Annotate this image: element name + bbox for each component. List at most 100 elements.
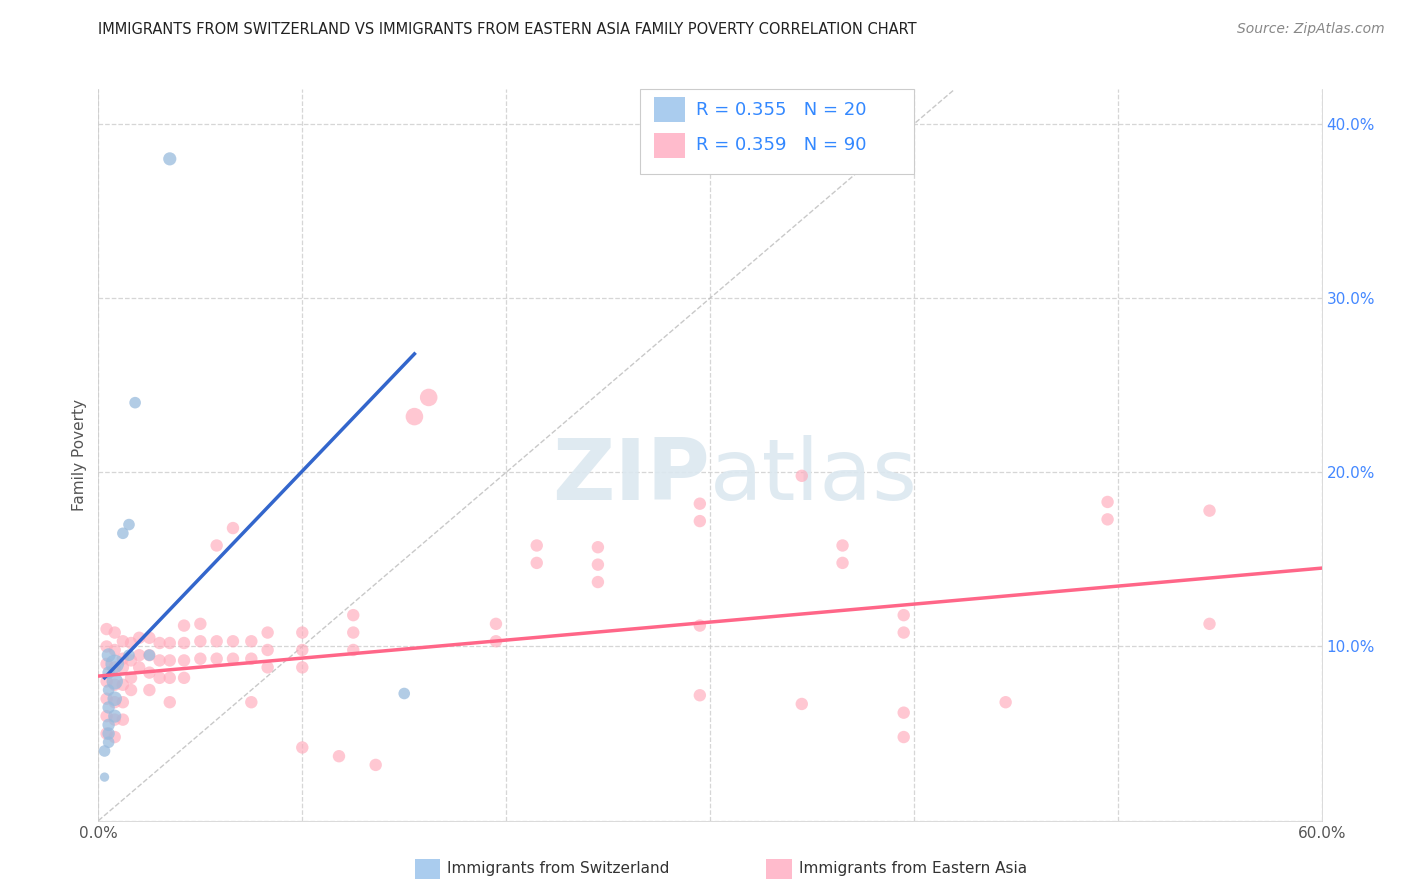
Point xyxy=(97,726,120,740)
Point xyxy=(138,683,160,698)
Point xyxy=(104,674,127,689)
Point xyxy=(97,735,120,749)
Point xyxy=(1097,512,1119,526)
Point xyxy=(291,625,314,640)
Point xyxy=(96,709,118,723)
Point xyxy=(256,625,278,640)
Point xyxy=(173,636,195,650)
Point xyxy=(149,653,172,667)
Point xyxy=(96,726,118,740)
Point xyxy=(104,709,127,723)
Point xyxy=(222,634,245,648)
Text: IMMIGRANTS FROM SWITZERLAND VS IMMIGRANTS FROM EASTERN ASIA FAMILY POVERTY CORRE: IMMIGRANTS FROM SWITZERLAND VS IMMIGRANT… xyxy=(98,22,917,37)
Point xyxy=(188,616,212,631)
Point xyxy=(526,556,548,570)
Point xyxy=(994,695,1017,709)
Point xyxy=(689,514,711,528)
Point xyxy=(111,695,134,709)
Point xyxy=(104,657,127,671)
Point xyxy=(111,660,134,674)
Point xyxy=(586,575,609,590)
Point xyxy=(111,634,134,648)
Point xyxy=(831,556,853,570)
Point xyxy=(364,758,387,772)
Point xyxy=(893,608,915,623)
Point xyxy=(128,648,150,663)
Point xyxy=(1097,495,1119,509)
Point xyxy=(120,653,142,667)
Point xyxy=(93,770,115,784)
Point xyxy=(138,648,160,663)
Point xyxy=(111,713,134,727)
Point xyxy=(291,643,314,657)
Point xyxy=(240,695,263,709)
Point xyxy=(104,695,127,709)
Text: atlas: atlas xyxy=(710,435,918,518)
Point xyxy=(222,521,245,535)
Text: Immigrants from Switzerland: Immigrants from Switzerland xyxy=(447,862,669,876)
Point xyxy=(120,671,142,685)
Point xyxy=(205,634,228,648)
Y-axis label: Family Poverty: Family Poverty xyxy=(72,399,87,511)
Point xyxy=(96,640,118,654)
Point xyxy=(689,497,711,511)
Point xyxy=(97,700,120,714)
Point xyxy=(104,691,127,706)
Point xyxy=(97,665,120,680)
Point xyxy=(96,657,118,671)
Point xyxy=(159,636,181,650)
Point xyxy=(831,539,853,553)
Point xyxy=(104,678,127,692)
Point xyxy=(1198,616,1220,631)
Point xyxy=(485,616,508,631)
Point xyxy=(256,660,278,674)
Point xyxy=(120,683,142,698)
Point xyxy=(205,539,228,553)
Point xyxy=(138,631,160,645)
Point xyxy=(790,468,813,483)
Point xyxy=(328,749,350,764)
Point xyxy=(149,671,172,685)
Point xyxy=(159,152,181,166)
Text: Source: ZipAtlas.com: Source: ZipAtlas.com xyxy=(1237,22,1385,37)
Point xyxy=(111,526,134,541)
Point xyxy=(93,744,115,758)
Point xyxy=(128,660,150,674)
Point xyxy=(96,622,118,636)
Point xyxy=(173,653,195,667)
Point xyxy=(893,625,915,640)
Point xyxy=(97,718,120,732)
Point xyxy=(392,686,416,700)
Point xyxy=(526,539,548,553)
Text: R = 0.359   N = 90: R = 0.359 N = 90 xyxy=(696,136,866,154)
Point xyxy=(342,625,364,640)
Point xyxy=(111,678,134,692)
Text: Immigrants from Eastern Asia: Immigrants from Eastern Asia xyxy=(799,862,1026,876)
Point xyxy=(111,651,134,665)
Point xyxy=(124,395,146,409)
Point xyxy=(586,540,609,554)
Point xyxy=(104,713,127,727)
Point xyxy=(173,671,195,685)
Point xyxy=(893,706,915,720)
Point xyxy=(159,653,181,667)
Point xyxy=(96,674,118,689)
Point xyxy=(173,618,195,632)
Point xyxy=(118,517,141,532)
Point xyxy=(291,740,314,755)
Point xyxy=(893,730,915,744)
Text: R = 0.355   N = 20: R = 0.355 N = 20 xyxy=(696,101,866,119)
Point xyxy=(404,409,426,424)
Point xyxy=(222,651,245,665)
Point xyxy=(138,648,160,663)
Point xyxy=(342,608,364,623)
Point xyxy=(291,660,314,674)
Point xyxy=(485,634,508,648)
Point xyxy=(96,691,118,706)
Point xyxy=(240,651,263,665)
Point xyxy=(104,643,127,657)
Point xyxy=(240,634,263,648)
Point xyxy=(138,665,160,680)
Point xyxy=(97,683,120,698)
Text: ZIP: ZIP xyxy=(553,435,710,518)
